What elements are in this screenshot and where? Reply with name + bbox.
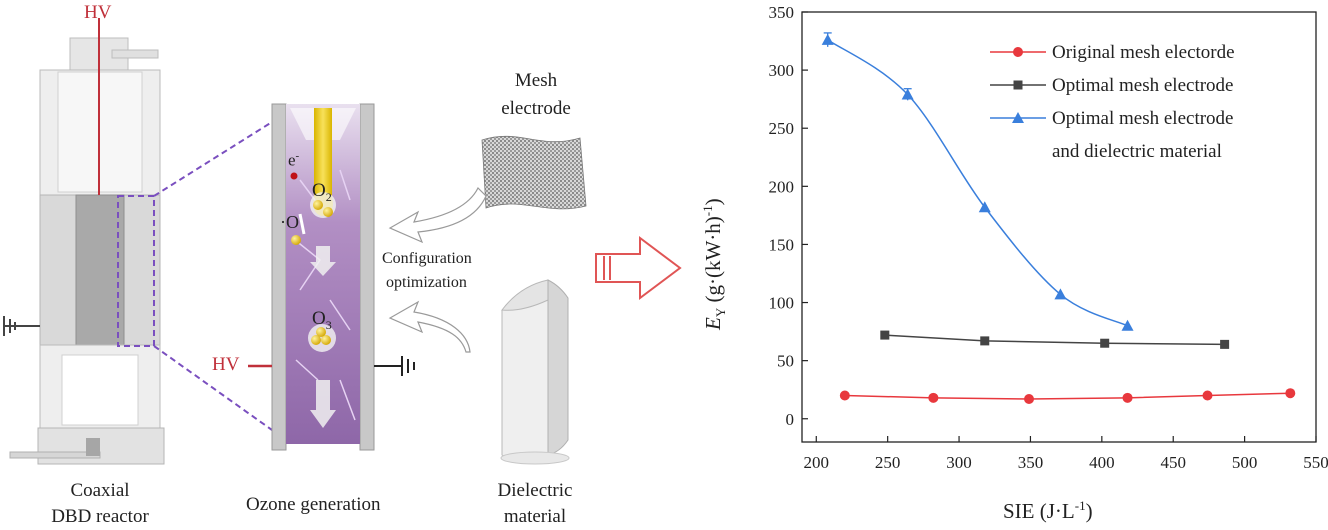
y-tick-label: 50 <box>777 352 794 371</box>
x-tick-label: 550 <box>1303 453 1328 472</box>
dielectric-tube <box>500 279 570 465</box>
data-point-series-3 <box>1121 319 1134 331</box>
data-point-series-2 <box>880 330 890 340</box>
data-point-series-3 <box>978 201 991 213</box>
y-tick-label: 250 <box>769 119 795 138</box>
hv-top-label: HV <box>84 2 112 23</box>
x-axis-label: SIE (J·L-1) <box>1003 498 1093 523</box>
result-arrow <box>595 236 682 300</box>
x-tick-label: 250 <box>875 453 901 472</box>
legend-label-1: Original mesh electorde <box>1052 42 1235 63</box>
mesh-label-line1: Mesh <box>514 70 558 91</box>
data-point-series-1 <box>1202 390 1213 401</box>
dbd-reactor <box>3 18 165 465</box>
series-line-1 <box>844 392 1291 400</box>
config-label-line1: Configuration <box>382 250 472 267</box>
legend-label-3: Optimal mesh electrode <box>1052 108 1234 129</box>
ozone-caption: Ozone generation <box>246 494 381 515</box>
zoom-lines <box>153 121 273 431</box>
ozone-panel <box>248 103 415 451</box>
y-tick-label: 0 <box>786 410 795 429</box>
data-point-series-3 <box>901 88 914 100</box>
x-tick-label: 200 <box>804 453 830 472</box>
hv-zoom-label: HV <box>212 354 240 375</box>
y-tick-label: 300 <box>769 61 795 80</box>
electron-label: e- <box>288 150 300 170</box>
x-tick-label: 300 <box>946 453 972 472</box>
legend-label-2: Optimal mesh electrode <box>1052 75 1234 96</box>
x-tick-label: 450 <box>1160 453 1186 472</box>
legend-marker <box>1013 80 1023 90</box>
reactor-caption-line2: DBD reactor <box>51 506 149 527</box>
data-point-series-2 <box>1220 339 1230 349</box>
legend-marker <box>1012 112 1024 123</box>
optimization-arrows <box>388 186 487 353</box>
data-point-series-1 <box>1122 392 1133 403</box>
data-point-series-3 <box>1054 288 1067 300</box>
o-radical-label: ·O <box>280 212 299 232</box>
dielectric-label-line2: material <box>503 506 567 527</box>
x-tick-label: 500 <box>1232 453 1258 472</box>
x-tick-label: 400 <box>1089 453 1115 472</box>
o3-label: O3 <box>312 308 332 332</box>
legend-marker <box>1013 47 1023 57</box>
legend: Original mesh electorde Optimal mesh elec… <box>990 42 1235 162</box>
series-lines <box>821 32 1296 404</box>
reactor-caption-line1: Coaxial <box>70 480 130 501</box>
legend-label-3-line2: and dielectric material <box>1052 141 1222 162</box>
dielectric-label-line1: Dielectric <box>497 480 573 501</box>
data-point-series-1 <box>1024 394 1035 404</box>
o2-label: O2 <box>312 180 332 204</box>
y-axis-label: EY (g·(kW·h)-1) <box>700 198 729 330</box>
data-point-series-2 <box>980 336 990 346</box>
series-line-2 <box>884 334 1225 346</box>
data-point-series-3 <box>821 33 834 45</box>
data-point-series-1 <box>1285 388 1296 399</box>
mesh-electrode-sheet <box>481 135 587 210</box>
axis-ticks: 200 250 300 350 400 450 500 550 0 50 100 150 200 250 3… <box>769 3 1328 472</box>
config-label-line2: optimization <box>386 274 467 291</box>
plot-frame <box>801 11 1317 443</box>
y-tick-label: 200 <box>769 177 795 196</box>
x-tick-label: 350 <box>1018 453 1044 472</box>
y-tick-label: 100 <box>769 294 795 313</box>
data-point-series-1 <box>928 392 939 403</box>
mesh-label-line2: electrode <box>501 98 571 119</box>
y-tick-label: 150 <box>769 235 795 254</box>
data-point-series-2 <box>1100 338 1110 348</box>
y-tick-label: 350 <box>769 3 795 22</box>
data-point-series-1 <box>839 390 850 401</box>
